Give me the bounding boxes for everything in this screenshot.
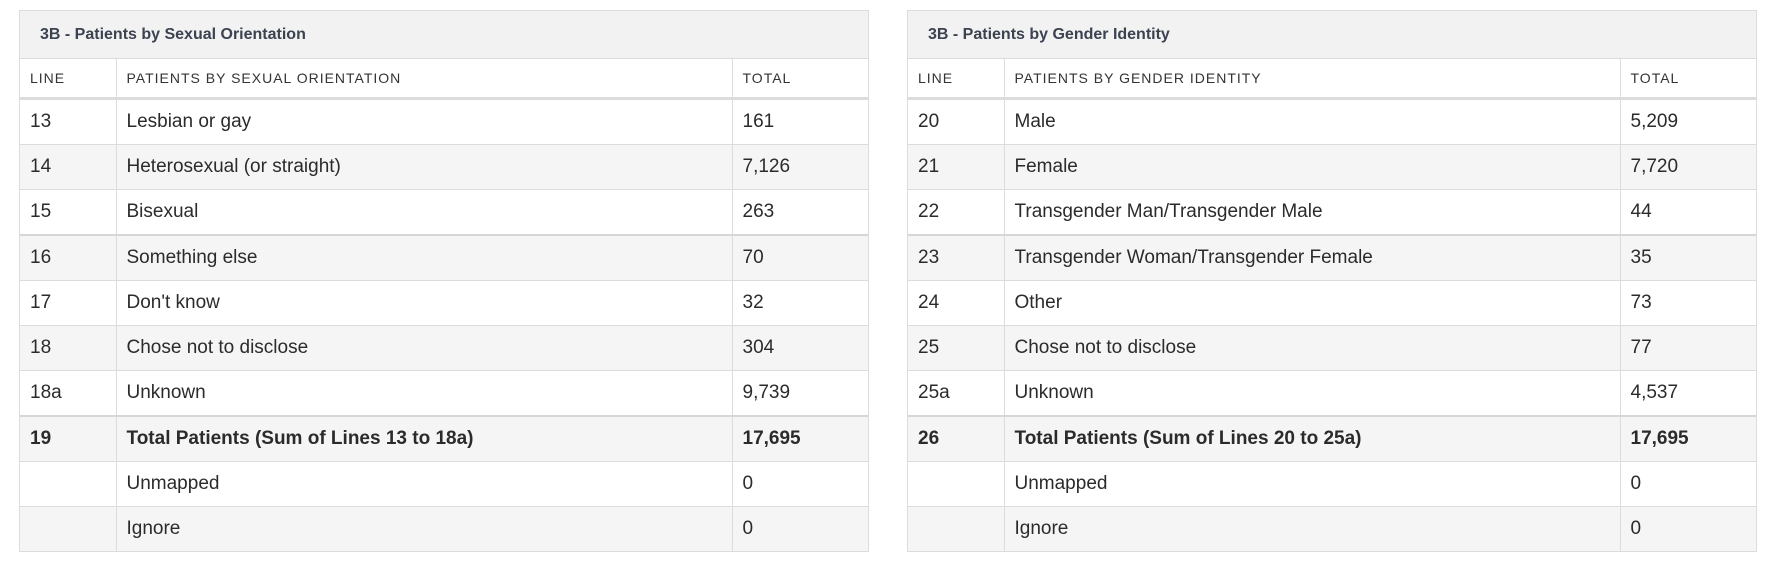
label-cell: Lesbian or gay bbox=[116, 98, 733, 145]
gender-identity-panel: 3B - Patients by Gender Identity LINE PA… bbox=[907, 10, 1757, 552]
table-row: 17 Don't know 32 bbox=[20, 280, 868, 326]
sexual-orientation-table: LINE PATIENTS BY SEXUAL ORIENTATION TOTA… bbox=[20, 59, 868, 551]
line-cell: 25a bbox=[908, 370, 1005, 417]
total-cell: 77 bbox=[1620, 325, 1756, 371]
total-cell: 161 bbox=[732, 98, 868, 145]
table-row: Ignore 0 bbox=[20, 506, 868, 551]
table-row: 16 Something else 70 bbox=[20, 235, 868, 281]
column-header-category: PATIENTS BY GENDER IDENTITY bbox=[1004, 59, 1621, 100]
line-cell: 20 bbox=[908, 98, 1005, 145]
label-cell: Don't know bbox=[116, 280, 733, 326]
label-cell: Unknown bbox=[116, 370, 733, 417]
line-cell: 17 bbox=[20, 280, 117, 326]
label-cell: Transgender Man/Transgender Male bbox=[1004, 189, 1621, 236]
total-cell: 70 bbox=[732, 235, 868, 281]
total-cell: 35 bbox=[1620, 235, 1756, 281]
label-cell: Unknown bbox=[1004, 370, 1621, 417]
line-cell: 19 bbox=[20, 416, 117, 462]
table-row: 25a Unknown 4,537 bbox=[908, 370, 1756, 417]
column-header-total: TOTAL bbox=[1620, 59, 1756, 100]
label-cell: Chose not to disclose bbox=[116, 325, 733, 371]
label-cell: Chose not to disclose bbox=[1004, 325, 1621, 371]
label-cell: Heterosexual (or straight) bbox=[116, 144, 733, 190]
total-cell: 44 bbox=[1620, 189, 1756, 236]
label-cell: Something else bbox=[116, 235, 733, 281]
table-row: 22 Transgender Man/Transgender Male 44 bbox=[908, 189, 1756, 236]
line-cell: 25 bbox=[908, 325, 1005, 371]
table-row: 14 Heterosexual (or straight) 7,126 bbox=[20, 144, 868, 190]
table-header-row: LINE PATIENTS BY SEXUAL ORIENTATION TOTA… bbox=[20, 59, 868, 100]
total-cell: 263 bbox=[732, 189, 868, 236]
total-cell: 7,126 bbox=[732, 144, 868, 190]
report-container: 3B - Patients by Sexual Orientation LINE… bbox=[19, 10, 1759, 556]
table-row: 20 Male 5,209 bbox=[908, 98, 1756, 145]
line-cell bbox=[908, 461, 1005, 507]
panel-title: 3B - Patients by Sexual Orientation bbox=[20, 11, 868, 59]
column-header-category: PATIENTS BY SEXUAL ORIENTATION bbox=[116, 59, 733, 100]
table-row: 23 Transgender Woman/Transgender Female … bbox=[908, 235, 1756, 281]
label-cell: Total Patients (Sum of Lines 20 to 25a) bbox=[1004, 416, 1621, 462]
table-row: Unmapped 0 bbox=[908, 461, 1756, 507]
table-row: 15 Bisexual 263 bbox=[20, 189, 868, 236]
total-cell: 17,695 bbox=[732, 416, 868, 462]
total-cell: 9,739 bbox=[732, 370, 868, 417]
line-cell: 24 bbox=[908, 280, 1005, 326]
total-cell: 73 bbox=[1620, 280, 1756, 326]
total-cell: 0 bbox=[732, 461, 868, 507]
line-cell: 26 bbox=[908, 416, 1005, 462]
table-row: Ignore 0 bbox=[908, 506, 1756, 551]
total-cell: 0 bbox=[1620, 506, 1756, 551]
label-cell: Male bbox=[1004, 98, 1621, 145]
table-row: 18a Unknown 9,739 bbox=[20, 370, 868, 417]
total-cell: 7,720 bbox=[1620, 144, 1756, 190]
total-cell: 304 bbox=[732, 325, 868, 371]
total-row: 26 Total Patients (Sum of Lines 20 to 25… bbox=[908, 416, 1756, 462]
table-row: 24 Other 73 bbox=[908, 280, 1756, 326]
label-cell: Unmapped bbox=[116, 461, 733, 507]
table-row: 18 Chose not to disclose 304 bbox=[20, 325, 868, 371]
total-cell: 0 bbox=[1620, 461, 1756, 507]
label-cell: Other bbox=[1004, 280, 1621, 326]
label-cell: Unmapped bbox=[1004, 461, 1621, 507]
column-header-line: LINE bbox=[20, 59, 117, 100]
line-cell: 16 bbox=[20, 235, 117, 281]
line-cell bbox=[20, 461, 117, 507]
line-cell: 15 bbox=[20, 189, 117, 236]
label-cell: Bisexual bbox=[116, 189, 733, 236]
label-cell: Transgender Woman/Transgender Female bbox=[1004, 235, 1621, 281]
panel-title: 3B - Patients by Gender Identity bbox=[908, 11, 1756, 59]
label-cell: Ignore bbox=[1004, 506, 1621, 551]
line-cell: 22 bbox=[908, 189, 1005, 236]
total-cell: 4,537 bbox=[1620, 370, 1756, 417]
total-row: 19 Total Patients (Sum of Lines 13 to 18… bbox=[20, 416, 868, 462]
line-cell: 14 bbox=[20, 144, 117, 190]
line-cell: 13 bbox=[20, 98, 117, 145]
table-header-row: LINE PATIENTS BY GENDER IDENTITY TOTAL bbox=[908, 59, 1756, 100]
total-cell: 0 bbox=[732, 506, 868, 551]
column-header-total: TOTAL bbox=[732, 59, 868, 100]
label-cell: Female bbox=[1004, 144, 1621, 190]
label-cell: Total Patients (Sum of Lines 13 to 18a) bbox=[116, 416, 733, 462]
line-cell bbox=[20, 506, 117, 551]
line-cell bbox=[908, 506, 1005, 551]
line-cell: 18a bbox=[20, 370, 117, 417]
line-cell: 21 bbox=[908, 144, 1005, 190]
sexual-orientation-panel: 3B - Patients by Sexual Orientation LINE… bbox=[19, 10, 869, 552]
column-header-line: LINE bbox=[908, 59, 1005, 100]
total-cell: 17,695 bbox=[1620, 416, 1756, 462]
total-cell: 5,209 bbox=[1620, 98, 1756, 145]
table-row: 25 Chose not to disclose 77 bbox=[908, 325, 1756, 371]
line-cell: 18 bbox=[20, 325, 117, 371]
line-cell: 23 bbox=[908, 235, 1005, 281]
table-row: 21 Female 7,720 bbox=[908, 144, 1756, 190]
gender-identity-table: LINE PATIENTS BY GENDER IDENTITY TOTAL 2… bbox=[908, 59, 1756, 551]
label-cell: Ignore bbox=[116, 506, 733, 551]
table-row: 13 Lesbian or gay 161 bbox=[20, 98, 868, 145]
table-row: Unmapped 0 bbox=[20, 461, 868, 507]
total-cell: 32 bbox=[732, 280, 868, 326]
